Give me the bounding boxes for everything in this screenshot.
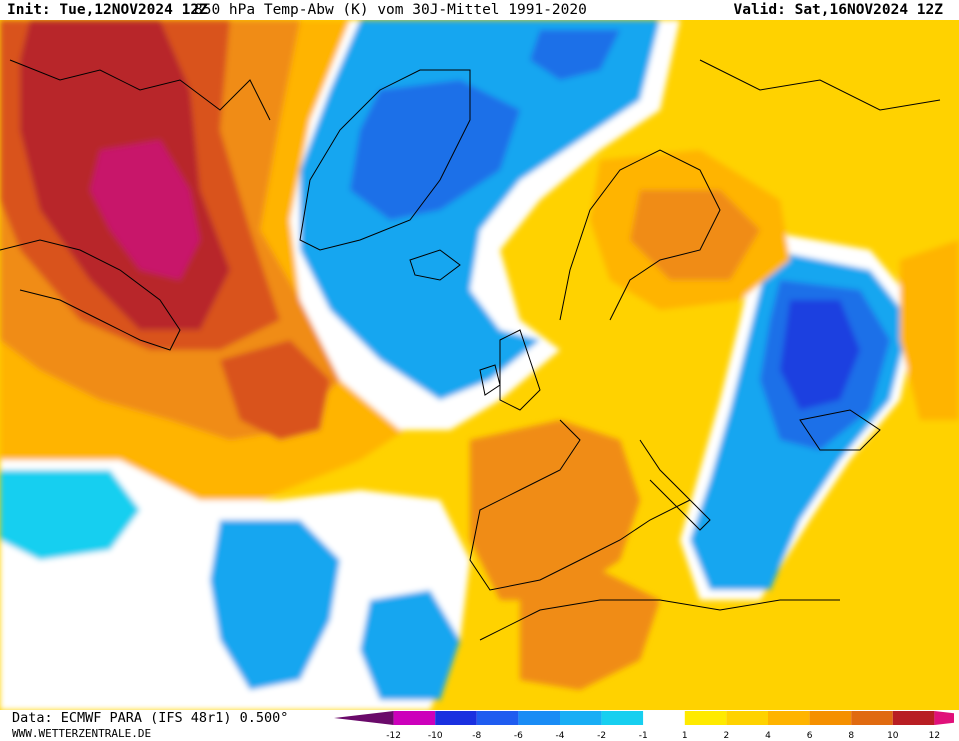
greenland-coast <box>299 69 471 251</box>
max-warm-anomaly-core <box>90 140 200 280</box>
legend-swatch <box>435 711 477 725</box>
warm-core-scandinavia <box>630 190 760 280</box>
anomaly-field <box>0 20 959 710</box>
legend-swatch <box>934 711 954 725</box>
legend-swatch <box>518 711 560 725</box>
legend-swatch <box>334 711 394 725</box>
legend-tick-label: 4 <box>765 731 771 741</box>
anomaly-map <box>0 20 959 710</box>
chart-title: 850 hPa Temp-Abw (K) vom 30J-Mittel 1991… <box>194 2 587 18</box>
cold-patch-south <box>360 590 460 700</box>
very-cold-core-eastern-europe <box>780 300 860 410</box>
arctic-coast <box>699 59 941 111</box>
legend-swatch <box>726 711 768 725</box>
legend-swatch <box>851 711 893 725</box>
europe-west-coast <box>469 419 691 591</box>
cold-patch-north <box>530 30 620 80</box>
init-time: Init: Tue,12NOV2024 12Z <box>7 2 208 18</box>
legend-tick-label: 12 <box>929 731 940 741</box>
legend-tick-label: 6 <box>807 731 813 741</box>
legend-tick-label: -2 <box>597 731 606 741</box>
legend-swatches <box>334 711 954 725</box>
british-isles-coast <box>499 329 541 411</box>
valid-time: Valid: Sat,16NOV2024 12Z <box>733 2 943 18</box>
data-source: Data: ECMWF PARA (IFS 48r1) 0.500° <box>12 710 289 726</box>
cold-patch-west <box>0 470 140 560</box>
legend-tick-label: -8 <box>472 731 481 741</box>
italy-coast <box>639 439 711 531</box>
legend-tick-label: -12 <box>386 731 401 741</box>
map-canvas <box>0 20 959 710</box>
warm-lobe-atlantic <box>220 340 330 440</box>
legend-swatch <box>892 711 935 725</box>
legend-tick-label: 10 <box>887 731 899 741</box>
color-legend: -12 -10 -8 -6 -4 -2 -1 1 2 4 6 8 10 12 <box>332 710 954 741</box>
website-label: WWW.WETTERZENTRALE.DE <box>12 727 152 740</box>
legend-swatch <box>643 711 685 725</box>
black-sea-coast <box>799 409 881 451</box>
legend-swatch <box>476 711 519 725</box>
legend-tick-label: 1 <box>682 731 688 741</box>
canada-coast <box>0 239 181 351</box>
north-africa-coast <box>479 599 840 641</box>
warm-region-iberia <box>470 420 640 600</box>
strong-cold-region-greenland <box>350 80 520 220</box>
cold-region-subtropical-atlantic <box>210 520 340 690</box>
legend-swatch <box>393 711 436 725</box>
legend-tick-label: -1 <box>639 731 648 741</box>
legend-tick-label: 2 <box>724 731 730 741</box>
coastlines <box>0 59 941 641</box>
legend-swatch <box>809 711 852 725</box>
legend-tick-label: -10 <box>428 731 443 741</box>
warm-region-far-east <box>900 240 959 420</box>
legend-tick-label: -4 <box>556 731 565 741</box>
legend-swatch <box>684 711 727 725</box>
legend-swatch <box>601 711 644 725</box>
chart-header: Init: Tue,12NOV2024 12Z 850 hPa Temp-Abw… <box>0 0 959 20</box>
scandinavia-coast <box>559 149 721 321</box>
legend-tick-label: 8 <box>848 731 854 741</box>
canada-north-coast <box>9 59 271 121</box>
legend-ticks: -12 -10 -8 -6 -4 -2 -1 1 2 4 6 8 10 12 <box>386 731 940 741</box>
legend-tick-label: -6 <box>514 731 523 741</box>
ireland-coast <box>479 364 501 396</box>
legend-bar: -12 -10 -8 -6 -4 -2 -1 1 2 4 6 8 10 12 <box>334 711 954 741</box>
legend-swatch <box>560 711 602 725</box>
legend-swatch <box>768 711 810 725</box>
iceland-coast <box>409 249 461 281</box>
